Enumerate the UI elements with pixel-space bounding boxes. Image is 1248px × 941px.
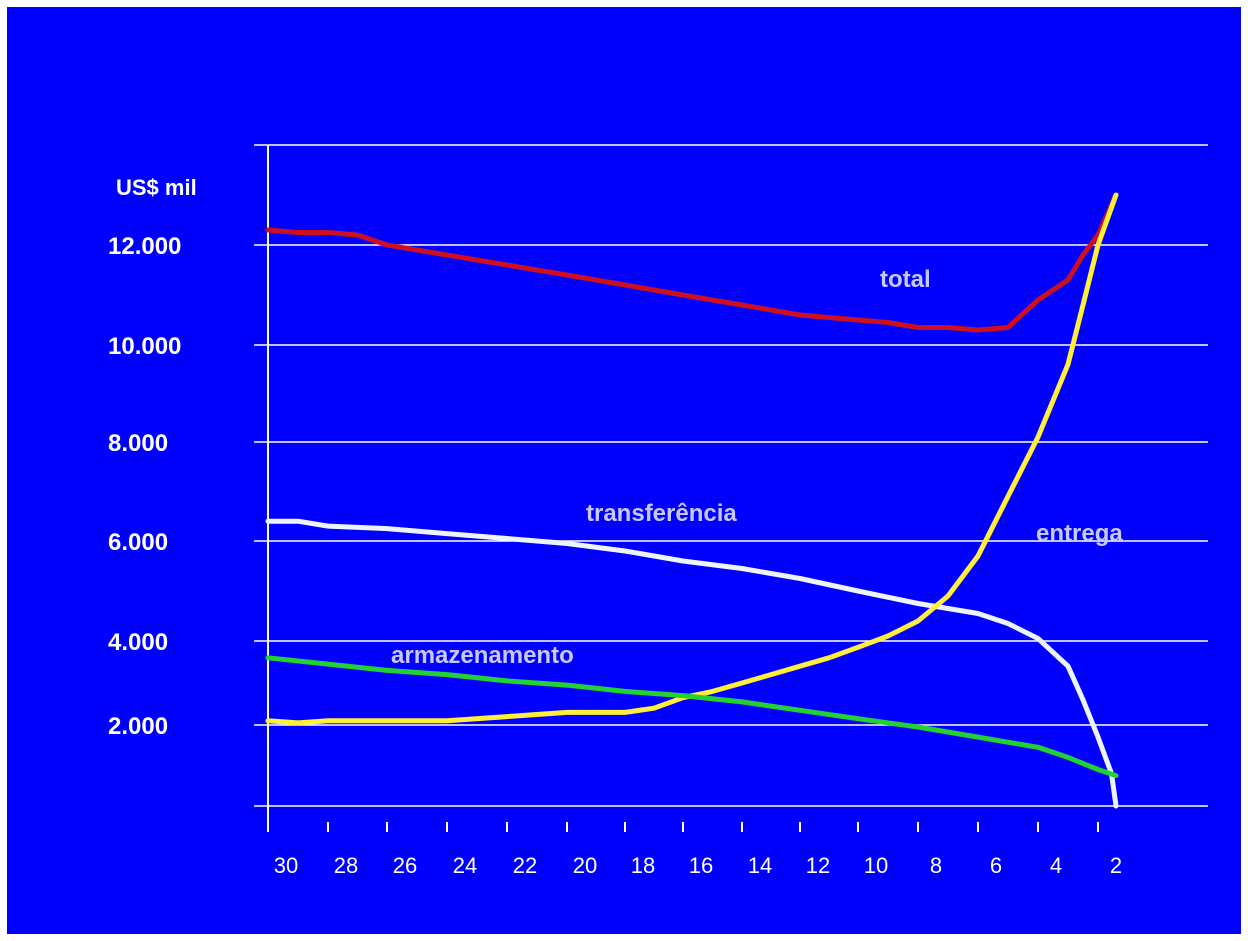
- series-label-transferencia: transferência: [586, 500, 737, 527]
- x-tick-label: 26: [393, 853, 417, 878]
- y-axis-label: US$ mil: [116, 175, 197, 200]
- series-line-transferencia: [265, 518, 1119, 809]
- series-label-entrega: entrega: [1036, 520, 1123, 547]
- y-tick-label: 8.000: [108, 430, 168, 457]
- x-tick-label: 22: [513, 853, 537, 878]
- y-tick-label: 2.000: [108, 713, 168, 740]
- label-layer: total transferência entrega armazenamento: [391, 266, 1123, 669]
- x-tick-label: 14: [748, 853, 772, 878]
- series-label-armazenamento: armazenamento: [391, 642, 574, 669]
- x-tick-label: 8: [930, 853, 942, 878]
- series-line-armazenamento: [265, 655, 1119, 779]
- x-tick-label: 28: [334, 853, 358, 878]
- x-tick-label: 18: [631, 853, 655, 878]
- x-tick-label: 6: [990, 853, 1002, 878]
- x-tick-label: 16: [689, 853, 713, 878]
- y-tick-label: 10.000: [108, 333, 181, 360]
- y-tick-label: 12.000: [108, 233, 181, 260]
- series-label-total: total: [880, 266, 931, 293]
- series-layer: [265, 192, 1119, 809]
- x-tick-label: 12: [806, 853, 830, 878]
- series-line-entrega: [265, 192, 1119, 726]
- x-tick-label: 2: [1110, 853, 1122, 878]
- y-tick-label: 6.000: [108, 529, 168, 556]
- x-tick-label: 4: [1050, 853, 1062, 878]
- x-tick-label: 10: [864, 853, 888, 878]
- series-line-total: [265, 192, 1119, 333]
- x-tick-label: 20: [573, 853, 597, 878]
- x-tick-label: 24: [453, 853, 477, 878]
- x-tick-label: 30: [274, 853, 298, 878]
- grid-layer: [254, 144, 1208, 807]
- y-tick-label: 4.000: [108, 629, 168, 656]
- chart-background: [7, 7, 1241, 934]
